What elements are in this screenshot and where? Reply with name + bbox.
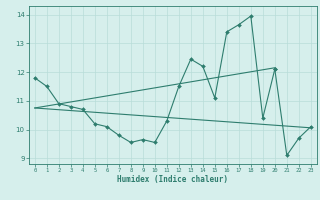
X-axis label: Humidex (Indice chaleur): Humidex (Indice chaleur) — [117, 175, 228, 184]
